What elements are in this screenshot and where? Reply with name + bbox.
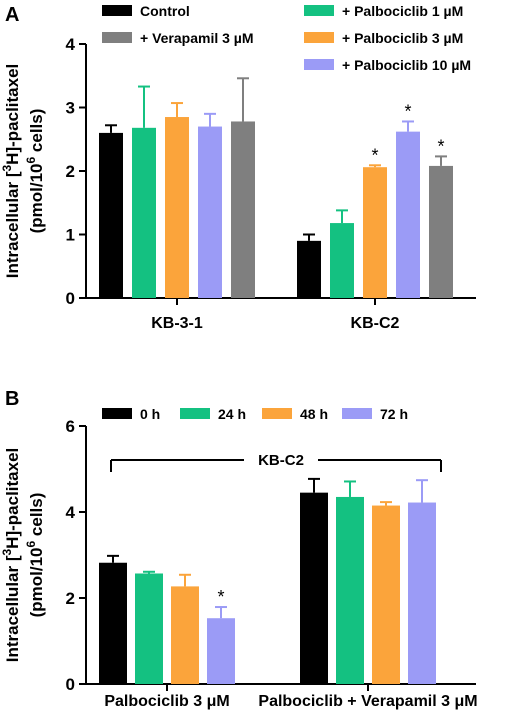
panel-a-legend-label: + Palbociclib 1 µM (342, 3, 463, 19)
panel-a-bar (297, 240, 321, 298)
panel-a-legend-label: + Palbociclib 10 µM (342, 57, 471, 73)
panel-b-legend-swatch (342, 408, 372, 419)
panel-a-y-axis-title-line2: (pmol/106 cells) (24, 109, 46, 234)
panel-b-legend-label: 72 h (380, 406, 408, 422)
panel-b-legend-swatch (102, 408, 132, 419)
panel-a-category-label: KB-C2 (351, 315, 400, 332)
panel-a-legend-label: + Verapamil 3 µM (140, 30, 254, 46)
panel-a-bar (132, 127, 156, 298)
panel-a-legend-swatch (102, 32, 132, 43)
panel-b-legend-swatch (180, 408, 210, 419)
panel-b-category-label: Palbociclib 3 μM (104, 693, 229, 710)
panel-a-legend-label: Control (140, 3, 190, 19)
panel-a-y-tick-label: 2 (66, 162, 75, 181)
panel-a-legend-swatch (304, 59, 334, 70)
panel-b-bar (300, 492, 328, 684)
panel-a-bar (429, 165, 453, 298)
panel-a-y-axis-title-line1: Intracellular [3H]-paclitaxel (0, 64, 22, 279)
panel-a-bar (363, 167, 387, 298)
panel-a-category-label: KB-3-1 (151, 315, 203, 332)
panel-b-y-tick-label: 0 (66, 675, 75, 694)
panel-b-y-axis-title-line1: Intracellular [3H]-paclitaxel (0, 448, 22, 663)
panel-a-y-axis-title: Intracellular [3H]-paclitaxel(pmol/106 c… (0, 64, 46, 279)
panel-b-bar (372, 505, 400, 684)
panel-a-significance-marker: * (371, 145, 378, 165)
panel-b-legend-swatch (262, 408, 292, 419)
panel-b-bar (135, 573, 163, 684)
panel-a-bar (165, 117, 189, 299)
panel-b-y-tick-label: 2 (66, 589, 75, 608)
panel-a-bar (231, 121, 255, 298)
panel-b-bar (207, 618, 235, 684)
panel-a-y-tick-label: 1 (66, 226, 75, 245)
panel-a-bar (198, 126, 222, 298)
panel-b-bar (336, 496, 364, 684)
panel-b-significance-marker: * (217, 587, 224, 607)
panel-a-legend-swatch (304, 5, 334, 16)
panel-b-letter: B (5, 388, 19, 410)
panel-b-y-tick-label: 6 (66, 417, 75, 436)
panel-a-y-tick-label: 4 (66, 35, 76, 54)
panel-b-bar (171, 586, 199, 684)
panel-b-bar (408, 502, 436, 684)
panel-b-bar (99, 562, 127, 684)
panel-b-category-label: Palbociclib + Verapamil 3 μM (258, 693, 477, 710)
panel-b-y-axis-title: Intracellular [3H]-paclitaxel(pmol/106 c… (0, 448, 46, 663)
panel-a-letter: A (5, 4, 19, 26)
panel-a-y-tick-label: 0 (66, 289, 75, 308)
panel-a-significance-marker: * (404, 101, 411, 121)
panel-b-y-tick-label: 4 (66, 503, 76, 522)
panel-a-legend-swatch (304, 32, 334, 43)
panel-a-bar (99, 132, 123, 298)
panel-b-legend-label: 24 h (218, 406, 246, 422)
panel-a-significance-marker: * (437, 136, 444, 156)
panel-a-y-tick-label: 3 (66, 99, 75, 118)
panel-b-group-label: KB-C2 (258, 452, 304, 469)
panel-a-legend-swatch (102, 5, 132, 16)
panel-a-legend-label: + Palbociclib 3 µM (342, 30, 463, 46)
panel-a-bar (330, 223, 354, 298)
panel-b-legend-label: 48 h (300, 406, 328, 422)
panel-a-bar (396, 131, 420, 298)
panel-b-legend-label: 0 h (140, 406, 160, 422)
panel-b-y-axis-title-line2: (pmol/106 cells) (24, 493, 46, 618)
